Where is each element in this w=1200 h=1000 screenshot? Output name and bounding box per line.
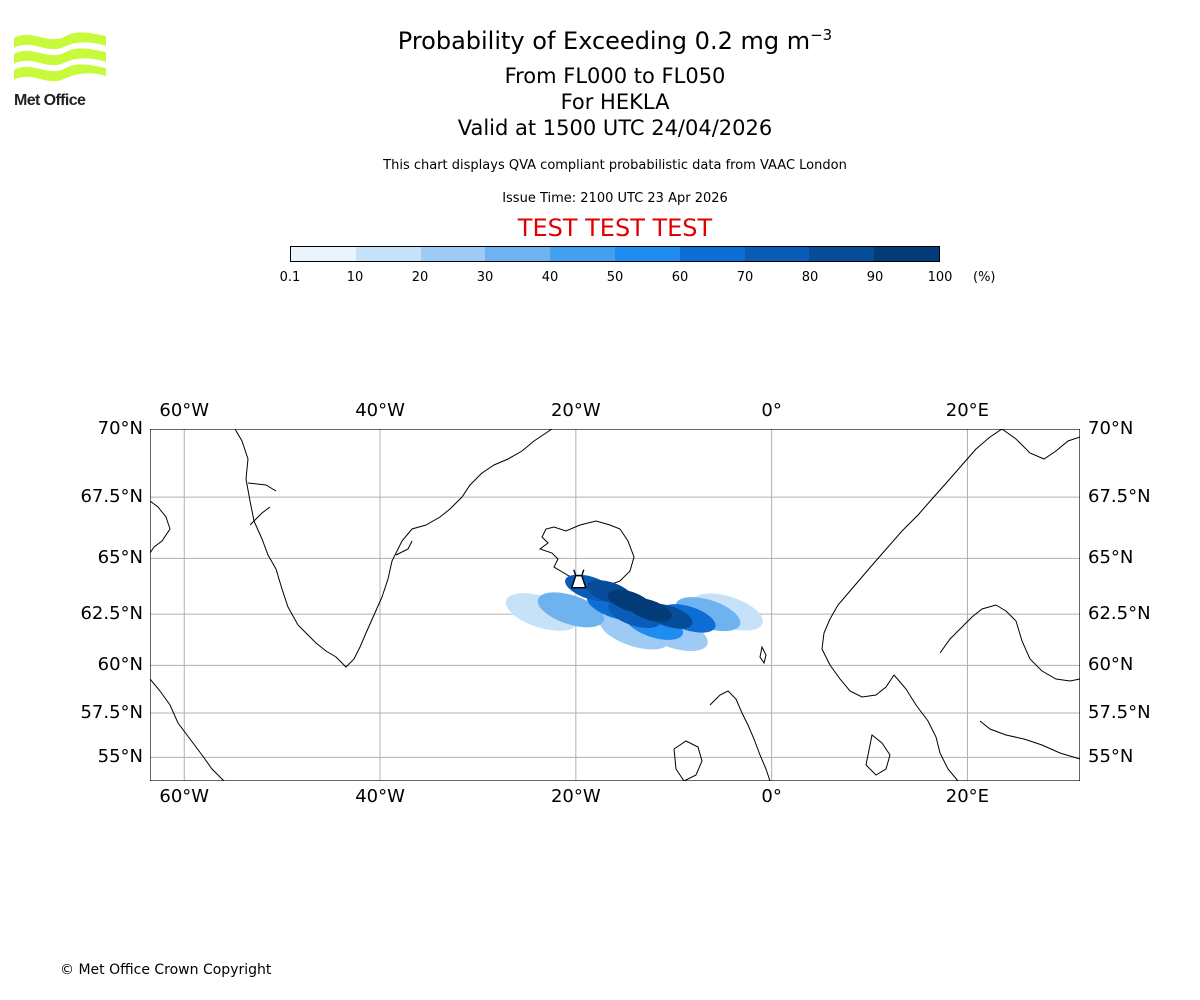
colorbar-tick-label: 90: [866, 270, 884, 285]
lon-label-bottom: 0°: [761, 786, 782, 807]
colorbar-tick-label: 30: [476, 270, 494, 285]
valid-time: Valid at 1500 UTC 24/04/2026: [457, 116, 773, 140]
denmark: [865, 734, 891, 776]
met-office-waves-logo: [14, 32, 106, 82]
plume-cell: [537, 592, 605, 628]
colorbar-tick-label: 20: [411, 270, 429, 285]
colorbar-segment: [550, 247, 615, 261]
greenland-coast: [234, 429, 553, 668]
coastlines: [150, 429, 1080, 781]
lon-label-bottom: 20°E: [945, 786, 990, 807]
ireland-coast: [673, 740, 703, 781]
greenland-fjord: [247, 482, 277, 492]
scotland-coast: [709, 690, 771, 781]
lat-label-right: 60°N: [1088, 654, 1134, 676]
lat-label-left: 60°N: [97, 654, 143, 676]
map[interactable]: [150, 429, 1080, 781]
lon-label-bottom: 60°W: [159, 786, 210, 807]
lat-label-right: 65°N: [1088, 547, 1134, 569]
greenland-fjord: [249, 506, 271, 526]
lat-label-right: 67.5°N: [1088, 486, 1151, 508]
lon-label-top: 40°W: [355, 400, 405, 421]
colorbar-segment: [874, 247, 939, 261]
info-text: This chart displays QVA compliant probab…: [383, 158, 847, 173]
test-banner: TEST TEST TEST: [517, 214, 713, 242]
colorbar-segment: [355, 247, 421, 261]
logo-text: Met Office: [14, 92, 86, 109]
colorbar-segment: [291, 247, 356, 261]
lat-label-left: 57.5°N: [80, 701, 143, 723]
baffin-coast: [150, 500, 171, 554]
colorbar-segment: [679, 247, 745, 261]
issue-time: Issue Time: 2100 UTC 23 Apr 2026: [502, 191, 728, 206]
volcano-marker: [570, 569, 587, 589]
plume-cell: [607, 589, 652, 613]
lat-label-right: 57.5°N: [1088, 701, 1151, 723]
flight-levels: From FL000 to FL050: [504, 64, 726, 88]
sweden-coast: [893, 674, 959, 781]
bothnia: [939, 604, 1017, 654]
colorbar-segment: [485, 247, 551, 261]
lat-label-left: 65°N: [97, 547, 143, 569]
title-text: Probability of Exceeding 0.2 mg m: [397, 27, 811, 55]
gridlines: [150, 429, 1080, 781]
lat-label-right: 70°N: [1088, 418, 1134, 439]
lon-label-bottom: 20°W: [550, 786, 601, 807]
ash-plume: [505, 574, 763, 651]
colorbar-tick-label: 60: [671, 270, 689, 285]
colorbar-tick-label: 50: [606, 270, 624, 285]
lat-label-left: 70°N: [97, 418, 143, 439]
lon-label-top: 20°W: [550, 400, 601, 421]
lat-label-left: 62.5°N: [80, 603, 143, 625]
lat-label-left: 55°N: [97, 746, 143, 768]
kola-coast: [1001, 429, 1080, 460]
lon-label-top: 60°W: [159, 400, 210, 421]
lat-label-left: 67.5°N: [80, 486, 143, 508]
lat-label-right: 55°N: [1088, 746, 1134, 768]
chart-title: Probability of Exceeding 0.2 mg m−3: [0, 26, 1200, 55]
volcano-icon: [570, 569, 587, 589]
colorbar-segment: [420, 247, 486, 261]
colorbar-segment: [744, 247, 810, 261]
colorbar-tick-label: 10: [346, 270, 364, 285]
lat-label-right: 62.5°N: [1088, 603, 1151, 625]
greenland-fjord: [395, 540, 413, 556]
lon-label-bottom: 40°W: [355, 786, 405, 807]
colorbar-unit: (%): [973, 270, 996, 285]
lon-label-top: 20°E: [945, 400, 990, 421]
copyright: © Met Office Crown Copyright: [60, 962, 272, 978]
colorbar-tick-label: 100: [927, 270, 953, 285]
colorbar-tick-label: 40: [541, 270, 559, 285]
volcano-name: For HEKLA: [560, 90, 670, 114]
lon-label-top: 0°: [761, 400, 782, 421]
shetland: [759, 645, 767, 665]
colorbar-segment: [809, 247, 875, 261]
colorbar-tick-label: 0.1: [279, 270, 301, 285]
norway-coast-south: [821, 618, 895, 698]
title-exponent: −3: [810, 26, 833, 44]
colorbar-tick-label: 80: [801, 270, 819, 285]
labrador-coast: [150, 678, 225, 781]
colorbar: [290, 246, 940, 262]
finland-coast: [1015, 620, 1080, 682]
norway-coast: [829, 429, 1003, 620]
colorbar-segment: [614, 247, 680, 261]
colorbar-tick-label: 70: [736, 270, 754, 285]
baltic-coast: [979, 720, 1080, 760]
